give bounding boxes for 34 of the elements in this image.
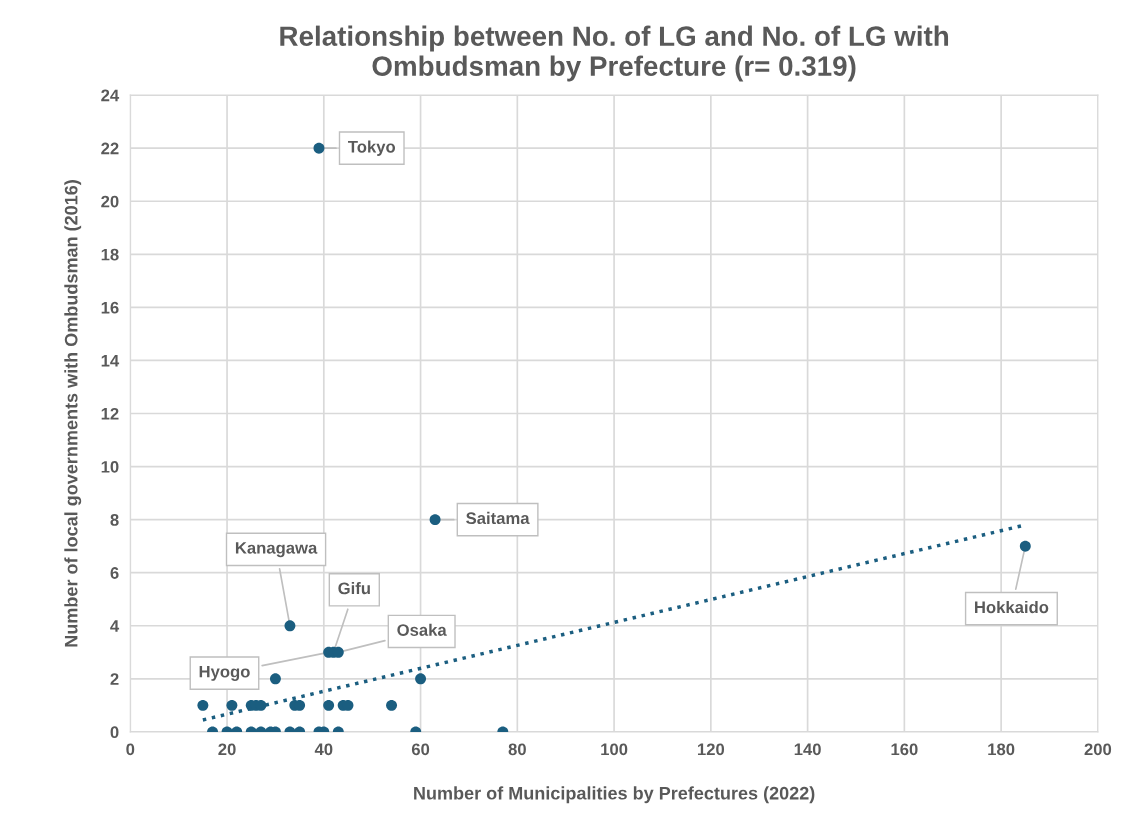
y-tick-label: 22 — [101, 142, 119, 155]
annotation: Tokyo — [348, 140, 396, 156]
y-tick-label: 18 — [101, 248, 119, 261]
x-tick-label: 140 — [794, 743, 821, 756]
y-tick-label: 14 — [101, 355, 120, 367]
annotation: Saitama — [466, 511, 530, 525]
x-tick-label: 0 — [126, 743, 135, 756]
y-tick-label: 6 — [110, 567, 119, 579]
y-tick-label: 8 — [110, 514, 119, 526]
y-tick-label: 12 — [101, 407, 119, 420]
x-tick-label: 120 — [697, 743, 725, 756]
x-tick-label: 40 — [314, 743, 333, 756]
chart-title: Relationship between No. of LG and No. of LG with Ombudsman by Prefecture (r= 0.319) — [280, 25, 949, 82]
x-tick-label: 100 — [601, 743, 628, 756]
y-tick-label: 4 — [110, 620, 120, 632]
annotation: Gifu — [338, 582, 370, 595]
x-tick-label: 80 — [508, 743, 526, 756]
y-tick-label: 2 — [110, 673, 119, 685]
y-tick-label: 20 — [101, 195, 119, 208]
x-tick-label: 20 — [218, 743, 236, 756]
annotation: Hyogo — [199, 665, 250, 681]
x-tick-label: 160 — [891, 743, 918, 756]
y-tick-label: 16 — [101, 301, 119, 314]
annotation: Osaka — [397, 623, 447, 636]
annotation: Kanagawa — [235, 542, 318, 558]
x-axis-title: Number of Municipalities by Prefectures (2022) — [414, 786, 815, 804]
y-tick-label: 0 — [110, 726, 119, 739]
annotation: Hokkaido — [975, 600, 1049, 614]
y-tick-label: 10 — [101, 460, 119, 473]
x-tick-label: 200 — [1084, 743, 1112, 756]
y-axis-title: Number of local governments with Ombudsman (2016) — [64, 180, 82, 647]
x-tick-label: 180 — [988, 743, 1015, 756]
x-tick-label: 60 — [411, 743, 430, 756]
y-tick-label: 24 — [101, 89, 120, 102]
